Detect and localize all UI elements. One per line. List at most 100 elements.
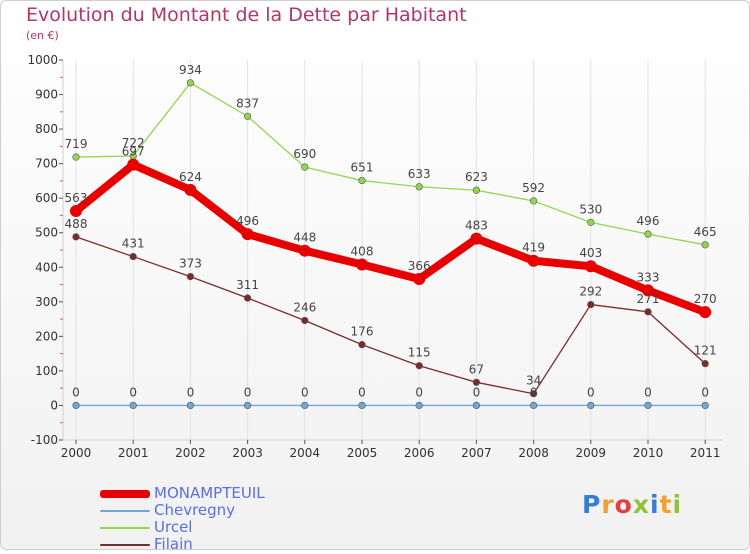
data-label-monampteuil: 366 <box>408 259 431 273</box>
data-point-chevregny <box>472 401 481 410</box>
data-label-filain: 121 <box>694 344 717 358</box>
y-tick-label: 1000 <box>27 53 58 67</box>
data-point-filain <box>244 294 252 302</box>
data-label-monampteuil: 403 <box>579 246 602 260</box>
data-point-chevregny <box>529 401 538 410</box>
logo-letter: x <box>632 490 650 519</box>
data-point-urcel <box>644 230 652 238</box>
data-label-urcel: 837 <box>236 96 259 110</box>
series-line-monampteuil <box>72 160 710 317</box>
x-tick-label: 2005 <box>347 446 378 460</box>
x-tick-label: 2009 <box>576 446 607 460</box>
data-point-filain <box>358 341 366 349</box>
legend-label: Urcel <box>154 518 193 536</box>
data-label-chevregny: 0 <box>244 385 252 399</box>
x-tick-label: 2006 <box>404 446 435 460</box>
data-point-monampteuil <box>642 284 654 297</box>
data-point-urcel <box>529 197 538 205</box>
data-point-urcel <box>72 153 80 161</box>
data-label-urcel: 934 <box>179 63 202 77</box>
data-label-chevregny: 0 <box>72 385 80 399</box>
data-point-monampteuil <box>470 232 483 245</box>
data-point-chevregny <box>644 401 652 410</box>
data-label-urcel: 722 <box>122 136 145 150</box>
data-label-chevregny: 0 <box>301 385 309 399</box>
data-label-monampteuil: 496 <box>236 214 259 228</box>
data-point-filain <box>415 362 423 370</box>
logo-letter: P <box>582 490 602 519</box>
data-point-chevregny <box>244 401 252 410</box>
data-point-monampteuil <box>70 204 82 217</box>
x-tick-label: 2010 <box>633 446 664 460</box>
data-label-chevregny: 0 <box>415 385 423 399</box>
data-label-filain: 67 <box>469 362 484 376</box>
y-tick-label: 100 <box>35 364 58 378</box>
data-point-monampteuil <box>298 244 311 257</box>
data-point-filain <box>186 273 194 281</box>
data-label-urcel: 719 <box>65 137 88 151</box>
data-point-monampteuil <box>584 260 597 273</box>
data-point-monampteuil <box>184 183 197 196</box>
data-label-filain: 431 <box>122 237 145 251</box>
data-label-filain: 488 <box>65 217 88 231</box>
data-point-filain <box>129 252 137 261</box>
x-tick-label: 2001 <box>118 446 149 460</box>
x-tick-label: 2003 <box>232 446 263 460</box>
data-point-chevregny <box>587 401 595 410</box>
data-label-urcel: 633 <box>408 167 431 181</box>
data-label-chevregny: 0 <box>530 385 538 399</box>
data-point-chevregny <box>72 401 80 410</box>
data-point-monampteuil <box>527 254 540 267</box>
y-tick-label: 600 <box>35 191 58 205</box>
data-point-chevregny <box>358 401 366 410</box>
data-point-filain <box>72 233 80 241</box>
legend-swatch <box>100 527 150 529</box>
proxiti-logo: Proxiti <box>582 490 682 519</box>
y-tick-label: 500 <box>35 226 58 240</box>
y-tick-label: 200 <box>35 329 58 343</box>
y-tick-label: -100 <box>31 433 58 447</box>
data-label-urcel: 530 <box>579 202 602 216</box>
data-label-chevregny: 0 <box>129 385 137 399</box>
data-label-urcel: 465 <box>694 225 717 239</box>
data-point-urcel <box>415 183 423 191</box>
data-point-filain <box>644 308 652 316</box>
y-tick-label: 400 <box>35 260 58 274</box>
data-point-urcel <box>244 112 252 120</box>
data-point-urcel <box>358 176 366 185</box>
data-label-urcel: 690 <box>293 147 316 161</box>
data-point-urcel <box>701 241 709 249</box>
data-point-filain <box>529 390 538 398</box>
y-tick-label: 700 <box>35 157 58 171</box>
data-point-monampteuil <box>241 228 254 241</box>
data-label-urcel: 623 <box>465 170 488 184</box>
data-point-urcel <box>301 163 309 171</box>
data-label-monampteuil: 563 <box>65 191 88 205</box>
data-label-monampteuil: 408 <box>351 245 374 259</box>
data-point-monampteuil <box>699 306 712 319</box>
data-label-filain: 34 <box>526 374 541 388</box>
x-tick-label: 2011 <box>690 446 721 460</box>
data-point-urcel <box>472 186 481 194</box>
data-point-monampteuil <box>127 158 140 171</box>
data-label-chevregny: 0 <box>473 385 481 399</box>
data-point-filain <box>701 360 709 368</box>
chart-title: Evolution du Montant de la Dette par Hab… <box>26 4 467 26</box>
data-point-filain <box>587 300 595 309</box>
data-label-monampteuil: 333 <box>637 270 660 284</box>
data-point-urcel <box>186 79 194 87</box>
legend-swatch <box>100 490 150 498</box>
data-point-urcel <box>587 218 595 226</box>
data-label-urcel: 592 <box>522 181 545 195</box>
data-label-filain: 115 <box>408 346 431 360</box>
logo-letter: r <box>601 490 615 519</box>
data-label-monampteuil: 448 <box>293 231 316 245</box>
series-line-filain <box>75 236 706 395</box>
legend-label: Filain <box>154 535 193 553</box>
x-tick-label: 2008 <box>518 446 549 460</box>
data-point-monampteuil <box>356 258 368 271</box>
data-label-chevregny: 0 <box>701 385 709 399</box>
data-label-filain: 292 <box>579 285 602 299</box>
y-tick-label: 300 <box>35 295 58 309</box>
